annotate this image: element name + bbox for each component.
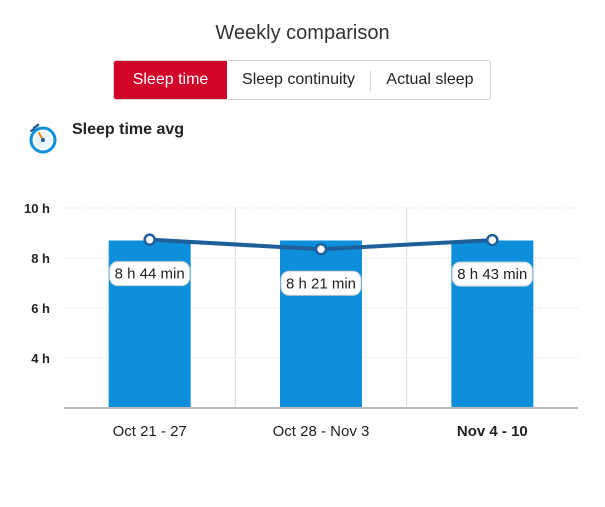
data-label-box	[451, 261, 533, 287]
tab-sleep-continuity[interactable]: Sleep continuity	[242, 71, 355, 88]
data-label: 8 h 43 min	[457, 266, 527, 283]
y-tick-label: 4 h	[31, 351, 50, 366]
bar	[280, 240, 362, 408]
y-tick-label: 6 h	[31, 301, 50, 316]
data-label-box	[280, 270, 362, 296]
data-label-box	[109, 261, 191, 287]
x-tick-label: Oct 21 - 27	[113, 423, 187, 440]
series-point	[314, 243, 328, 256]
section-title: Sleep time avg	[72, 121, 185, 138]
tab-actual-sleep[interactable]: Actual sleep	[370, 61, 490, 99]
y-tick-label: 10 h	[24, 201, 50, 216]
tab-sleep-time[interactable]: Sleep time	[114, 61, 227, 99]
x-tick-label: Oct 28 - Nov 3	[273, 423, 370, 440]
series-point	[143, 233, 156, 246]
page-title: Weekly comparison	[215, 22, 390, 44]
series-point	[486, 233, 499, 247]
sleep-time-chart: 4 h 6 h 8 h 10 h 8 h 44 min 8 h 21 min 8 h 43 …	[24, 201, 578, 440]
sleep-timer-icon	[29, 123, 57, 154]
section-header: Sleep time avg	[28, 118, 184, 158]
metric-tabs: Sleep time Sleep continuity Actual sleep	[113, 60, 491, 100]
data-label: 8 h 44 min	[115, 266, 185, 283]
x-tick-label: Nov 4 - 10	[457, 423, 528, 440]
y-tick-label: 8 h	[31, 251, 50, 266]
data-label: 8 h 21 min	[286, 275, 356, 292]
